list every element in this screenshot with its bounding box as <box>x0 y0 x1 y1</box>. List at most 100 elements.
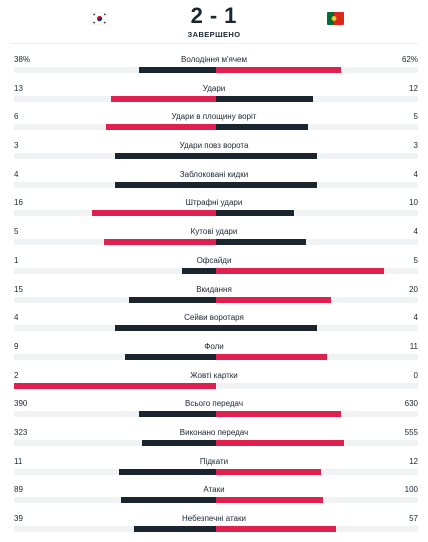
stat-label: Удари в площину воріт <box>171 112 257 122</box>
stat-away-value: 62% <box>401 55 418 64</box>
stat-bar-home <box>182 267 216 274</box>
stat-away-value: 57 <box>409 514 418 523</box>
stat-home-value: 1 <box>14 255 19 265</box>
stat-label: Штрафні удари <box>185 198 243 208</box>
stat-row: 2 Жовті картки 0 <box>0 370 428 399</box>
match-score: 2-1 <box>0 5 428 27</box>
stat-away-value: 10 <box>409 198 418 208</box>
stat-bar-track <box>14 411 418 418</box>
stat-bar-track <box>14 382 418 389</box>
score-separator: - <box>209 3 219 28</box>
stat-bar-home <box>115 325 216 332</box>
stat-bar-track <box>14 124 418 131</box>
stat-bar-track <box>14 526 418 532</box>
stat-label: Атаки <box>203 485 225 495</box>
stat-bar-home <box>120 497 216 504</box>
stat-bar-away <box>216 325 317 332</box>
stat-row: 39 Небезпечні атаки 57 <box>0 513 428 542</box>
stat-away-value: 630 <box>404 399 418 409</box>
stat-label: Сейви воротаря <box>184 313 244 323</box>
stat-row: 4 Сейви воротаря 4 <box>0 312 428 341</box>
stat-away-value: 0 <box>413 370 418 380</box>
stat-row: 3 Удари повз ворота 3 <box>0 140 428 169</box>
stat-bar-home <box>105 124 216 131</box>
stat-row: 5 Кутові удари 4 <box>0 226 428 255</box>
stat-bar-home <box>125 353 216 360</box>
stat-row: 6 Удари в площину воріт 5 <box>0 111 428 140</box>
stat-bar-home <box>133 526 216 532</box>
stat-bar-away <box>216 124 308 131</box>
stat-bar-home <box>139 67 216 73</box>
stat-home-value: 38% <box>14 55 31 64</box>
stat-label: Удари повз ворота <box>179 141 249 151</box>
stat-bar-home <box>141 439 216 446</box>
away-score: 1 <box>224 3 238 28</box>
stat-row: 390 Всього передач 630 <box>0 398 428 427</box>
stat-bar-home <box>14 382 216 389</box>
stat-away-value: 12 <box>409 456 418 466</box>
stat-away-value: 4 <box>413 313 418 323</box>
stat-home-value: 11 <box>14 456 23 466</box>
stat-bar-home <box>110 95 216 102</box>
stat-home-value: 16 <box>14 198 23 208</box>
stat-bar-track <box>14 353 418 360</box>
stat-label: Заблоковані кидки <box>179 169 249 179</box>
stat-away-value: 12 <box>409 83 418 93</box>
stat-bar-track <box>14 95 418 102</box>
stat-home-value: 323 <box>14 427 28 437</box>
stat-row: 16 Штрафні удари 10 <box>0 197 428 226</box>
stat-home-value: 4 <box>14 313 19 323</box>
stat-row: 4 Заблоковані кидки 4 <box>0 169 428 198</box>
stat-away-value: 4 <box>413 227 418 237</box>
stat-bar-away <box>216 210 294 217</box>
stat-label: Виконано передач <box>179 427 249 437</box>
stat-away-value: 20 <box>409 284 418 294</box>
match-status: ЗАВЕРШЕНО <box>187 30 241 39</box>
stat-label: Володіння м'ячем <box>181 55 247 64</box>
stat-label: Підкати <box>199 456 229 466</box>
stat-bar-away <box>216 239 306 246</box>
stat-bar-away <box>216 95 313 102</box>
stat-bar-track <box>14 267 418 274</box>
south-korea-flag-icon <box>91 12 108 25</box>
stat-row: 1 Офсайди 5 <box>0 255 428 284</box>
stat-label: Фоли <box>204 341 224 351</box>
stat-bar-track <box>14 439 418 446</box>
stat-bar-home <box>103 239 216 246</box>
stat-bar-away <box>216 411 341 418</box>
stat-bar-track <box>14 210 418 217</box>
stat-bar-away <box>216 468 322 475</box>
stat-bar-away <box>216 267 385 274</box>
stat-label: Всього передач <box>185 399 243 409</box>
stat-bar-track <box>14 239 418 246</box>
stat-bar-track <box>14 153 418 160</box>
stat-home-value: 3 <box>14 141 19 151</box>
stat-bar-away <box>216 439 344 446</box>
stat-bar-home <box>119 468 216 475</box>
stat-home-value: 15 <box>14 284 23 294</box>
stat-label: Жовті картки <box>190 370 238 380</box>
stat-away-value: 555 <box>404 427 418 437</box>
stat-home-value: 390 <box>14 399 28 409</box>
stat-label: Офсайди <box>196 255 232 265</box>
stat-away-value: 100 <box>404 485 418 495</box>
match-header: 2-1 ЗАВЕРШЕНО <box>0 0 428 44</box>
stat-label: Вкидання <box>196 284 232 294</box>
stat-bar-home <box>138 411 216 418</box>
stat-bar-track <box>14 296 418 303</box>
stat-home-value: 4 <box>14 169 19 179</box>
stat-away-value: 11 <box>409 341 418 351</box>
stat-bar-away <box>216 526 336 532</box>
stat-bar-home <box>91 210 216 217</box>
portugal-flag-icon <box>327 12 344 25</box>
stat-label: Небезпечні атаки <box>182 514 246 523</box>
stat-away-value: 5 <box>413 112 418 122</box>
stat-bar-away <box>216 153 317 160</box>
stat-bar-home <box>115 153 216 160</box>
stat-away-value: 3 <box>413 141 418 151</box>
stat-home-value: 9 <box>14 341 19 351</box>
stat-bar-away <box>216 67 342 73</box>
stat-bar-track <box>14 468 418 475</box>
stat-bar-away <box>216 296 332 303</box>
stat-away-value: 4 <box>413 169 418 179</box>
